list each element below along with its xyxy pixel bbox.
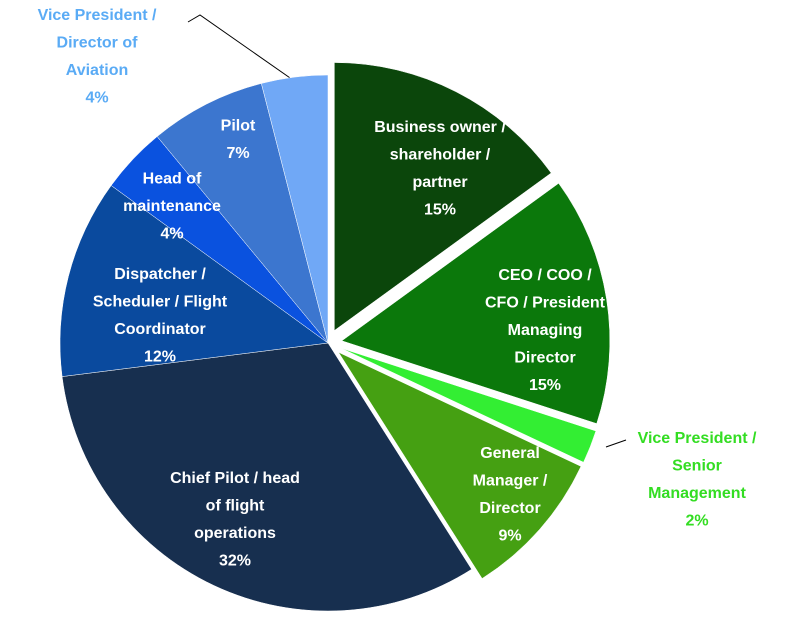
- slice-label: Vice President / Senior Management: [638, 430, 757, 502]
- pie-slice: [340, 347, 597, 463]
- slice-value-label: 9%: [498, 527, 521, 544]
- slice-label: General Manager / Director: [473, 445, 548, 517]
- slice-value-label: 12%: [144, 348, 176, 365]
- slice-value-label: 15%: [529, 377, 561, 394]
- pie-slice: [334, 62, 552, 332]
- pie-slice: [61, 342, 472, 612]
- leader-line: [605, 439, 627, 448]
- pie-slice: [341, 182, 611, 424]
- pie-slice: [337, 351, 582, 579]
- slice-value-label: 15%: [424, 201, 456, 218]
- slice-value-label: 7%: [226, 145, 249, 162]
- slice-label: Dispatcher / Scheduler / Flight Coordinato…: [93, 266, 228, 338]
- slice-value-label: 32%: [219, 552, 251, 569]
- slice-label: Chief Pilot / head of flight operations: [170, 470, 300, 542]
- slice-label: Vice President / Director of Aviation: [38, 7, 157, 79]
- slice-value-label: 2%: [685, 512, 708, 529]
- pie-slice: [261, 74, 329, 344]
- pie-slice: [59, 185, 329, 377]
- slice-value-label: 4%: [85, 89, 108, 106]
- slice-label: Business owner / shareholder / partner: [374, 119, 506, 191]
- pie-slice: [156, 83, 329, 344]
- leader-line: [187, 14, 294, 81]
- slice-label: Head of maintenance: [123, 171, 221, 216]
- slice-label: Pilot: [221, 117, 256, 134]
- slice-label: CEO / COO / CFO / President Managing Direct…: [485, 267, 606, 367]
- slice-value-label: 4%: [160, 226, 183, 243]
